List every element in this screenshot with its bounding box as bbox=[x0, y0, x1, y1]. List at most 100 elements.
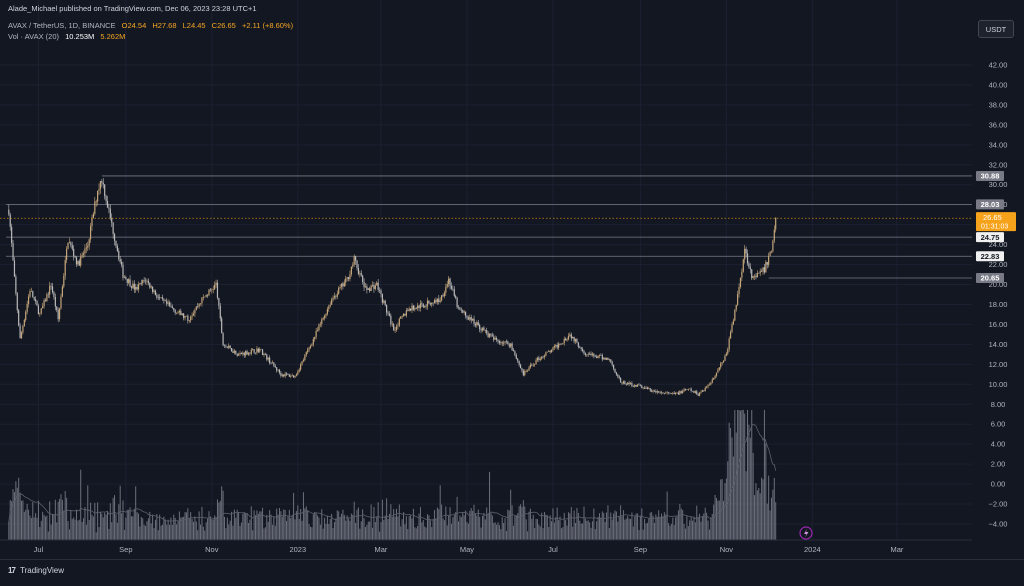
volume-bar bbox=[682, 509, 684, 540]
candle-body bbox=[211, 289, 213, 291]
volume-bar bbox=[436, 507, 438, 540]
candle-body bbox=[680, 391, 682, 393]
candle-body bbox=[116, 245, 118, 252]
volume-bar bbox=[121, 513, 123, 540]
volume-bar bbox=[22, 500, 24, 540]
candle-body bbox=[542, 356, 544, 358]
candle-body bbox=[581, 348, 584, 351]
volume-bar bbox=[632, 526, 634, 540]
candle-body bbox=[109, 208, 111, 219]
volume-bar bbox=[411, 518, 413, 540]
candle-body bbox=[256, 348, 258, 353]
volume-bar bbox=[173, 514, 175, 540]
candle-body bbox=[40, 308, 42, 314]
candle-body bbox=[646, 387, 649, 389]
volume-bar bbox=[252, 530, 254, 540]
candle-body bbox=[102, 182, 104, 185]
volume-bar bbox=[410, 514, 412, 540]
volume-bar bbox=[176, 524, 178, 540]
candle-body bbox=[404, 313, 406, 316]
volume-bar bbox=[744, 413, 746, 540]
horizontal-levels[interactable] bbox=[6, 175, 972, 279]
candle-body bbox=[518, 360, 520, 365]
symbol-legend[interactable]: AVAX / TetherUS, 1D, BINANCE O24.54 H27.… bbox=[8, 21, 297, 30]
candle-body bbox=[228, 345, 230, 348]
candle-body bbox=[529, 364, 532, 368]
volume-bar bbox=[309, 526, 311, 540]
volume-bar bbox=[569, 513, 571, 540]
volume-bar bbox=[421, 522, 423, 540]
candle-body bbox=[715, 372, 718, 376]
candle-body bbox=[472, 318, 474, 321]
volume-bar bbox=[191, 518, 193, 540]
volume-bar bbox=[271, 524, 273, 540]
volume-bar bbox=[283, 509, 285, 540]
volume-bar bbox=[98, 527, 100, 540]
candle-body bbox=[352, 264, 354, 267]
volume-legend[interactable]: Vol · AVAX (20) 10.253M 5.262M bbox=[8, 32, 129, 41]
volume-bar bbox=[587, 520, 589, 540]
volume-bar bbox=[563, 512, 565, 540]
time-tick-label: Mar bbox=[375, 545, 388, 554]
candle-body bbox=[669, 392, 671, 394]
volume-bar bbox=[125, 517, 127, 540]
candle-body bbox=[298, 369, 300, 372]
volume-bar bbox=[377, 502, 379, 540]
candle-body bbox=[597, 355, 599, 359]
level-price-label: 20.65 bbox=[981, 274, 1000, 283]
candle-body bbox=[260, 348, 262, 350]
time-axis[interactable]: Jul Sep Nov 2023 Mar May Jul Sep Nov 2024 Mar bbox=[0, 539, 972, 554]
candle-body bbox=[610, 359, 612, 362]
replay-icon[interactable] bbox=[799, 526, 813, 540]
volume-bar bbox=[559, 516, 561, 540]
candle-body bbox=[511, 343, 513, 350]
price-tick-label: 0.00 bbox=[991, 480, 1006, 489]
candle-body bbox=[439, 300, 441, 303]
candle-body bbox=[762, 267, 764, 272]
volume-bar bbox=[349, 520, 351, 540]
candle-body bbox=[672, 392, 674, 394]
volume-bar bbox=[200, 524, 202, 540]
candle-body bbox=[741, 271, 743, 278]
volume-bar bbox=[143, 524, 145, 540]
candle-body bbox=[450, 286, 453, 289]
volume-bar bbox=[773, 477, 775, 540]
candle-body bbox=[42, 306, 44, 309]
candle-body bbox=[759, 271, 761, 274]
volume-bar bbox=[324, 517, 326, 540]
candle-body bbox=[449, 278, 451, 287]
candle-body bbox=[329, 304, 331, 307]
candle-body bbox=[457, 307, 460, 308]
volume-bar bbox=[109, 503, 111, 540]
volume-bar bbox=[591, 521, 593, 540]
candle-body bbox=[501, 342, 503, 344]
candle-body bbox=[208, 289, 210, 296]
price-tick-label: 20.00 bbox=[989, 280, 1008, 289]
candle-body bbox=[95, 201, 97, 203]
volume-bar bbox=[370, 504, 372, 540]
volume-bar bbox=[99, 511, 101, 540]
volume-bar bbox=[700, 521, 702, 540]
volume-bar bbox=[359, 528, 361, 540]
candle-body bbox=[27, 296, 30, 305]
volume-bar bbox=[183, 516, 185, 540]
candle-body bbox=[9, 214, 11, 227]
candle-body bbox=[697, 394, 699, 396]
candle-body bbox=[230, 347, 233, 352]
tradingview-logo[interactable]: 17 TradingView bbox=[8, 566, 64, 575]
volume-bar bbox=[91, 514, 93, 540]
volume-bar bbox=[232, 525, 234, 540]
candle-body bbox=[598, 355, 601, 356]
volume-bar bbox=[713, 504, 715, 540]
candle-body bbox=[614, 368, 616, 373]
candle-body bbox=[534, 364, 536, 365]
volume-bar bbox=[697, 517, 699, 540]
currency-button[interactable]: USDT bbox=[978, 20, 1014, 38]
candle-body bbox=[81, 254, 83, 257]
volume-bar bbox=[185, 512, 187, 540]
candle-body bbox=[443, 292, 446, 297]
candle-body bbox=[223, 345, 226, 346]
volume-bar bbox=[544, 512, 546, 540]
